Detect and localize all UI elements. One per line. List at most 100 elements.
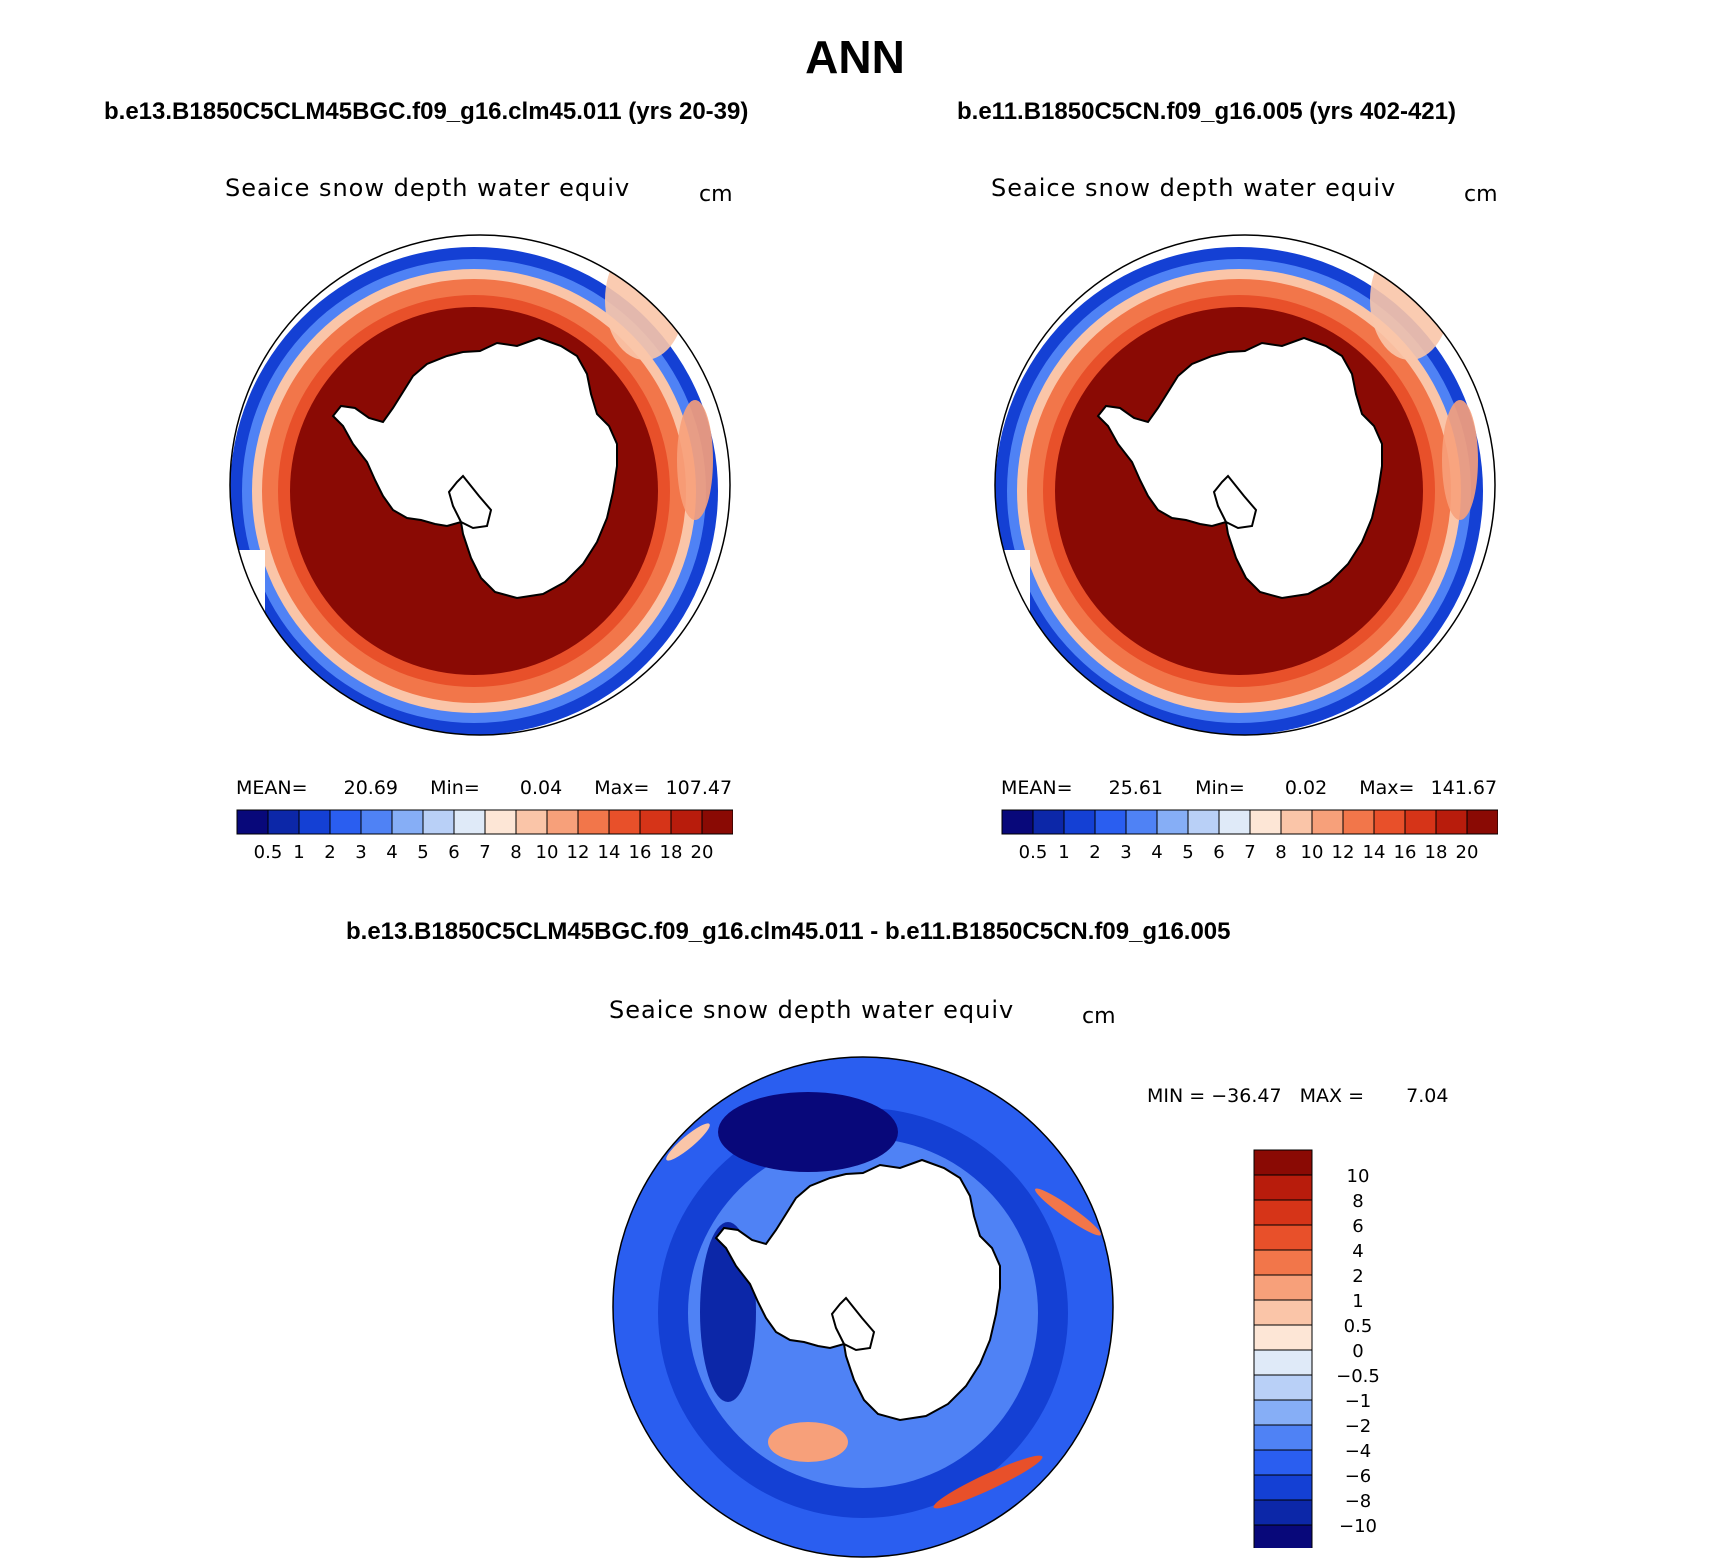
colorbar-swatch <box>1466 809 1498 835</box>
colorbar-swatch <box>1253 1374 1313 1401</box>
colorbar-tick-label: 2 <box>1089 842 1100 863</box>
stats-left: MEAN= 20.69 Min= 0.04 Max= 107.47 <box>236 777 732 799</box>
open-ocean <box>995 550 1030 735</box>
colorbar-tick-label: 18 <box>1425 842 1448 863</box>
colorbar-swatch <box>1187 809 1220 835</box>
colorbar-swatch <box>1280 809 1313 835</box>
min-value: 0.02 <box>1284 777 1328 799</box>
colorbar-tick-label: 16 <box>629 842 652 863</box>
colorbar-swatch <box>608 809 641 835</box>
colorbar-tick-label: 5 <box>1182 842 1193 863</box>
colorbar-tick-label: 20 <box>1456 842 1479 863</box>
stats-diff: MIN = −36.47 MAX = 7.04 <box>1147 1085 1448 1107</box>
colorbar-swatch <box>236 809 269 835</box>
colorbar-tick-label: −2 <box>1345 1416 1372 1437</box>
map-border <box>994 234 1496 736</box>
colorbar-swatch <box>1253 1174 1313 1201</box>
colorbar-swatch <box>1404 809 1437 835</box>
colorbar-swatch <box>1253 1499 1313 1526</box>
colorbar-tick-label: −10 <box>1339 1516 1377 1537</box>
antarctica-landmass <box>714 1158 1001 1422</box>
colorbar-tick-label: 7 <box>479 842 490 863</box>
plot-title-right: Seaice snow depth water equiv <box>991 174 1397 202</box>
colorbar-swatch <box>546 809 579 835</box>
colorbar-swatch <box>1435 809 1468 835</box>
antarctic-peninsula <box>1212 474 1258 530</box>
case-title-diff: b.e13.B1850C5CLM45BGC.f09_g16.clm45.011 … <box>346 918 1231 945</box>
colorbar-tick-label: 0.5 <box>1019 842 1048 863</box>
max-label: MAX = <box>1299 1085 1365 1107</box>
colorbar-swatch <box>1218 809 1251 835</box>
colorbar-swatch <box>670 809 703 835</box>
diff-patch <box>768 1422 848 1462</box>
open-ocean <box>230 550 265 735</box>
antarctic-peninsula <box>830 1296 876 1352</box>
case-title-left: b.e13.B1850C5CLM45BGC.f09_g16.clm45.011 … <box>104 98 749 125</box>
colorbar-tick-label: 14 <box>1363 842 1386 863</box>
colorbar-swatch <box>701 809 733 835</box>
colorbar-tick-label: −0.5 <box>1336 1366 1380 1387</box>
min-value: −36.47 <box>1211 1085 1282 1107</box>
min-label: Min= <box>1195 777 1245 799</box>
colorbar-tick-label: 18 <box>660 842 683 863</box>
colorbar-tick-label: 16 <box>1394 842 1417 863</box>
colorbar-swatch <box>1253 1149 1313 1176</box>
colorbar-tick-label: 3 <box>1120 842 1131 863</box>
colorbar-swatch <box>1032 809 1065 835</box>
max-label: Max= <box>594 777 650 799</box>
colorbar-tick-label: −4 <box>1345 1441 1372 1462</box>
colorbar-swatch <box>1311 809 1344 835</box>
colorbar-swatch <box>1094 809 1127 835</box>
colorbar-tick-label: 8 <box>1275 842 1286 863</box>
colorbar-tick-label: 3 <box>355 842 366 863</box>
colorbar-swatch <box>639 809 672 835</box>
colorbar-swatch <box>453 809 486 835</box>
diff-patch <box>666 1123 710 1161</box>
colorbar-swatch <box>1253 1424 1313 1451</box>
colorbar-swatch <box>484 809 517 835</box>
open-ocean <box>230 235 265 340</box>
colorbar-tick-label: 5 <box>417 842 428 863</box>
stats-right: MEAN= 25.61 Min= 0.02 Max= 141.67 <box>1001 777 1497 799</box>
colorbar-swatch <box>515 809 548 835</box>
colorbar-tick-label: 6 <box>448 842 459 863</box>
colorbar-tick-label: 1 <box>293 842 304 863</box>
mean-label: MEAN= <box>236 777 308 799</box>
mean-value: 20.69 <box>343 777 399 799</box>
antarctica-landmass <box>1096 336 1383 600</box>
max-label: Max= <box>1359 777 1415 799</box>
colorbar-tick-label: 0.5 <box>1344 1316 1373 1337</box>
colorbar-swatch <box>1253 1224 1313 1251</box>
colorbar-swatch <box>1063 809 1096 835</box>
colorbar-tick-label: 8 <box>510 842 521 863</box>
diff-patch <box>933 1455 1043 1509</box>
colorbar-tick-label: 0 <box>1352 1341 1363 1362</box>
max-value: 107.47 <box>665 777 733 799</box>
max-value: 7.04 <box>1406 1085 1449 1107</box>
colorbar-swatch <box>1253 1299 1313 1326</box>
colorbar-tick-label: 12 <box>567 842 590 863</box>
colorbar-swatch <box>298 809 331 835</box>
colorbar-tick-label: 7 <box>1244 842 1255 863</box>
colorbar-swatch <box>1373 809 1406 835</box>
min-label: Min= <box>430 777 480 799</box>
colorbar-swatch <box>1125 809 1158 835</box>
mean-label: MEAN= <box>1001 777 1073 799</box>
colorbar-tick-label: 2 <box>1352 1266 1363 1287</box>
colorbar-tick-label: 10 <box>1301 842 1324 863</box>
colorbar-tick-label: −6 <box>1345 1466 1372 1487</box>
colorbar-tick-label: 10 <box>536 842 559 863</box>
colorbar-swatch <box>422 809 455 835</box>
colorbar-swatch <box>1253 1274 1313 1301</box>
plot-title-diff: Seaice snow depth water equiv <box>609 996 1015 1024</box>
colorbar-tick-label: 4 <box>1151 842 1162 863</box>
colorbar-tick-label: 4 <box>1352 1241 1363 1262</box>
colorbar-swatch <box>1253 1474 1313 1501</box>
colorbar-tick-label: 6 <box>1213 842 1224 863</box>
units-left: cm <box>699 182 733 207</box>
case-title-right: b.e11.B1850C5CN.f09_g16.005 (yrs 402-421… <box>957 98 1456 125</box>
colorbar-tick-label: −8 <box>1345 1491 1372 1512</box>
colorbar-swatch <box>1253 1349 1313 1376</box>
colorbar-swatch <box>1001 809 1034 835</box>
colorbar-tick-label: 12 <box>1332 842 1355 863</box>
